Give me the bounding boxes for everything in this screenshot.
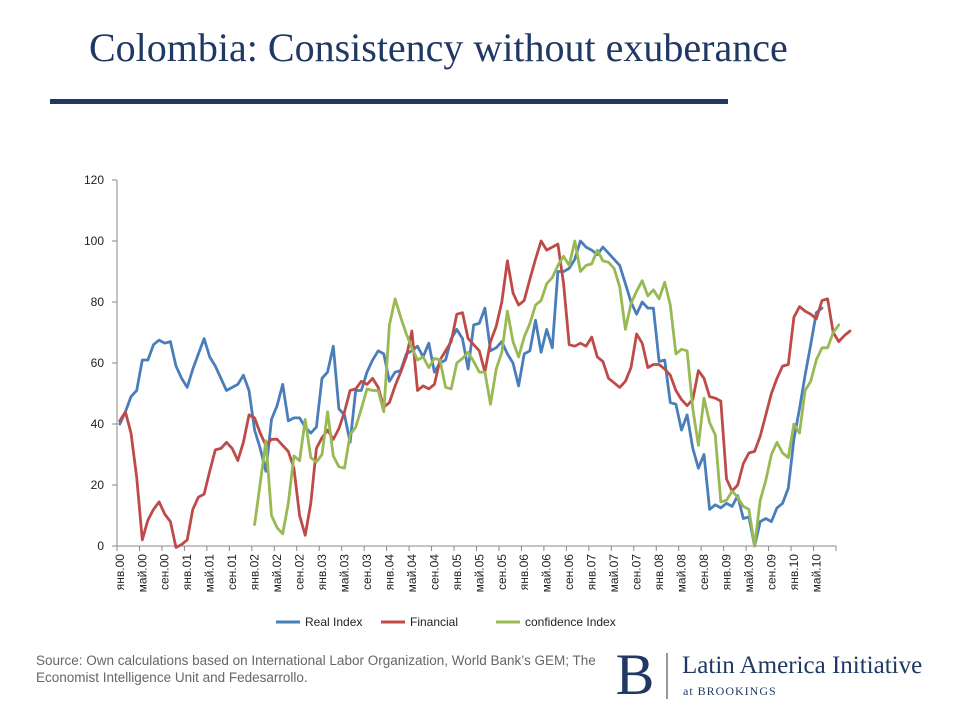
x-tick-label: сен.08 [697,554,711,590]
x-tick-label: янв.05 [450,554,464,591]
title-underline [50,99,728,104]
series-line-1 [118,239,824,548]
x-tick-label: янв.00 [113,554,127,591]
x-tick-label: май.04 [405,554,419,593]
x-tick-label: май.06 [540,554,554,593]
x-tick-label: сен.05 [495,554,509,590]
y-tick-label: 80 [91,295,105,309]
x-tick-label: янв.06 [517,554,531,591]
x-tick-label: янв.03 [315,554,329,591]
logo-divider [666,653,668,699]
brookings-logo-mark: B [615,642,655,707]
x-tick-label: май.07 [607,554,621,593]
chart-axes: 0 20 40 60 80 100 120 янв.00 май.00 сен.00 янв.01 м… [84,173,837,593]
x-tick-label: сен.07 [630,554,644,590]
legend-label: confidence Index [525,615,616,629]
page-title: Colombia: Consistency without exuberance [89,25,788,70]
x-tick-label: сен.09 [764,554,778,590]
x-tick-label: янв.04 [382,554,396,591]
x-tick-label: май.09 [742,554,756,593]
x-tick-label: сен.00 [158,554,172,590]
x-tick-label: май.01 [203,554,217,593]
x-tick-label: янв.08 [652,554,666,591]
legend-label: Financial [410,615,458,629]
series-line-3 [253,239,841,548]
x-tick-label: май.10 [809,554,823,593]
x-tick-label: май.02 [270,554,284,593]
x-tick-label: май.00 [135,554,149,593]
x-tick-label: сен.01 [225,554,239,590]
chart-legend: Real Index Financial confidence Index [276,615,616,629]
x-tick-label: май.08 [675,554,689,593]
y-tick-label: 100 [84,234,104,248]
x-tick-label: май.05 [472,554,486,593]
x-tick-label: сен.06 [562,554,576,590]
x-tick-label: янв.09 [719,554,733,591]
y-tick-label: 120 [84,173,104,187]
y-tick-label: 60 [91,356,105,370]
x-tick-label: сен.03 [360,554,374,590]
logo-title: Latin America Initiative [682,652,923,679]
y-tick-label: 40 [91,417,105,431]
y-tick-label: 0 [97,539,104,553]
x-tick-label: сен.02 [293,554,307,590]
x-tick-label: май.03 [337,554,351,593]
legend-label: Real Index [305,615,362,629]
x-tick-label: янв.02 [248,554,262,591]
chart-series [118,239,852,549]
x-tick-label: янв.07 [585,554,599,591]
source-note: Source: Own calculations based on Intern… [36,653,596,685]
y-tick-label: 20 [91,478,105,492]
x-tick-label: сен.04 [427,554,441,590]
x-tick-label: янв.01 [180,554,194,591]
logo-subtitle: at BROOKINGS [683,684,777,698]
x-tick-label: янв.10 [787,554,801,591]
